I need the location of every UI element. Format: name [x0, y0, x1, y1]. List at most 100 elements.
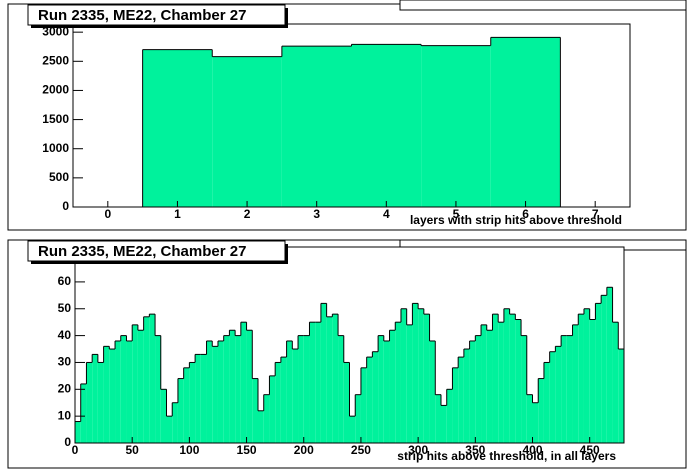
bar	[80, 383, 87, 443]
bar	[298, 335, 304, 443]
x-tick-label: 6	[522, 207, 529, 221]
bar	[212, 56, 282, 207]
bar	[343, 362, 350, 443]
bar	[195, 354, 201, 443]
bar	[532, 402, 539, 443]
y-tick-label: 50	[58, 301, 72, 315]
bar	[509, 314, 516, 443]
bar	[338, 335, 344, 443]
y-tick-label: 1500	[42, 112, 69, 126]
plot-border	[74, 246, 625, 444]
bar	[498, 322, 504, 443]
bar	[286, 340, 293, 443]
bar	[492, 314, 499, 443]
y-tick-label: 500	[49, 170, 69, 184]
pad-frame	[7, 3, 687, 231]
bar	[406, 324, 413, 443]
x-tick-label: 50	[126, 443, 140, 457]
bar	[92, 354, 98, 443]
bar	[543, 362, 550, 443]
x-tick-label: 5	[453, 207, 460, 221]
title-box	[27, 4, 286, 26]
bar	[366, 357, 373, 443]
bar	[126, 340, 133, 443]
x-tick-label: 0	[72, 443, 79, 457]
bar	[458, 357, 464, 443]
bar	[595, 303, 602, 443]
bar	[229, 330, 236, 443]
bar	[606, 287, 613, 443]
bar	[601, 295, 607, 443]
x-tick-label: 350	[465, 443, 485, 457]
bar	[183, 367, 190, 443]
y-tick-label: 0	[64, 435, 71, 449]
bar	[235, 335, 241, 443]
bar	[572, 324, 579, 443]
bar	[395, 322, 401, 443]
bar	[280, 357, 287, 443]
bar	[281, 46, 352, 207]
bar	[463, 349, 470, 443]
bar	[423, 314, 430, 443]
plot-border	[72, 23, 631, 208]
bar	[418, 308, 424, 443]
y-tick-label: 2000	[42, 83, 69, 97]
bar	[217, 340, 224, 443]
bar	[258, 410, 264, 443]
bar	[103, 346, 110, 443]
bar	[486, 330, 493, 443]
bar	[490, 37, 561, 208]
bar	[469, 340, 476, 443]
bar	[475, 335, 482, 443]
bar	[389, 330, 396, 443]
bar	[583, 308, 590, 443]
bar	[246, 330, 253, 443]
bar	[503, 308, 510, 443]
x-tick-label: 2	[244, 207, 251, 221]
x-tick-label: 1	[174, 207, 181, 221]
bar	[521, 335, 527, 443]
bar	[618, 349, 624, 443]
x-axis-label: layers with strip hits above threshold	[410, 213, 622, 227]
bar	[549, 351, 556, 443]
bar	[240, 322, 247, 443]
x-tick-label: 0	[104, 207, 111, 221]
x-tick-label: 300	[408, 443, 428, 457]
bar	[160, 389, 167, 443]
bar	[143, 316, 150, 443]
bar	[452, 367, 459, 443]
bar	[360, 367, 367, 443]
bar	[75, 421, 81, 443]
bar	[383, 340, 390, 443]
bar	[351, 44, 422, 208]
y-tick-label: 10	[58, 408, 72, 422]
bar	[149, 314, 156, 443]
y-tick-label: 0	[62, 199, 69, 213]
bar	[155, 335, 161, 443]
y-tick-label: 1000	[42, 141, 69, 155]
bar	[172, 402, 178, 443]
x-tick-label: 7	[592, 207, 599, 221]
bar	[86, 362, 93, 443]
bar	[252, 378, 258, 443]
bar	[332, 314, 339, 443]
bar	[189, 362, 196, 443]
bar	[578, 314, 584, 443]
bar	[372, 351, 379, 443]
bar	[612, 322, 619, 443]
bar	[97, 362, 104, 443]
y-tick-label: 2500	[42, 53, 69, 67]
bar	[435, 394, 441, 443]
x-tick-label: 250	[351, 443, 371, 457]
bar	[292, 349, 299, 443]
chart-title: Run 2335, ME22, Chamber 27	[38, 243, 246, 260]
bar	[315, 322, 321, 443]
y-tick-label: 20	[58, 381, 72, 395]
y-tick-label: 40	[58, 328, 72, 342]
bar	[142, 49, 213, 207]
bar	[206, 340, 213, 443]
bar	[481, 324, 487, 443]
bar	[515, 319, 522, 443]
stats-box	[399, 0, 687, 11]
bar	[349, 416, 356, 443]
